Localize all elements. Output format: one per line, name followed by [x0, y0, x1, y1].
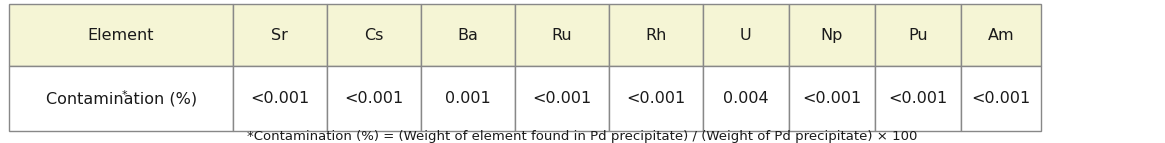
Text: *Contamination (%) = (Weight of element found in Pd precipitate) / (Weight of Pd: *Contamination (%) = (Weight of element …	[247, 131, 918, 143]
Bar	[9, 66, 233, 131]
Bar	[609, 66, 702, 131]
Text: U: U	[740, 28, 751, 43]
Bar	[702, 4, 789, 66]
Bar	[421, 4, 515, 66]
Bar	[421, 66, 515, 131]
Text: Am: Am	[988, 28, 1015, 43]
Text: <0.001: <0.001	[803, 91, 861, 106]
Text: Ba: Ba	[458, 28, 479, 43]
Bar	[702, 66, 789, 131]
Bar	[515, 4, 609, 66]
Bar	[875, 66, 961, 131]
Text: <0.001: <0.001	[972, 91, 1031, 106]
Text: Contamination (%): Contamination (%)	[45, 91, 197, 106]
Text: <0.001: <0.001	[888, 91, 947, 106]
Bar	[9, 4, 233, 66]
Text: <0.001: <0.001	[250, 91, 310, 106]
Bar	[327, 4, 421, 66]
Bar	[961, 4, 1042, 66]
Text: Cs: Cs	[365, 28, 383, 43]
Text: 0.004: 0.004	[723, 91, 769, 106]
Bar	[515, 66, 609, 131]
Text: <0.001: <0.001	[627, 91, 685, 106]
Text: Np: Np	[820, 28, 843, 43]
Text: <0.001: <0.001	[344, 91, 403, 106]
Bar	[961, 66, 1042, 131]
Text: <0.001: <0.001	[532, 91, 592, 106]
Bar	[327, 66, 421, 131]
Text: *: *	[122, 90, 128, 100]
Text: Element: Element	[87, 28, 154, 43]
Text: Pu: Pu	[908, 28, 927, 43]
Text: 0.001: 0.001	[445, 91, 490, 106]
Bar	[233, 66, 327, 131]
Bar	[789, 4, 875, 66]
Text: Ru: Ru	[551, 28, 572, 43]
Text: Sr: Sr	[271, 28, 288, 43]
Bar	[875, 4, 961, 66]
Text: Rh: Rh	[645, 28, 666, 43]
Bar	[789, 66, 875, 131]
Bar	[609, 4, 702, 66]
Bar	[233, 4, 327, 66]
